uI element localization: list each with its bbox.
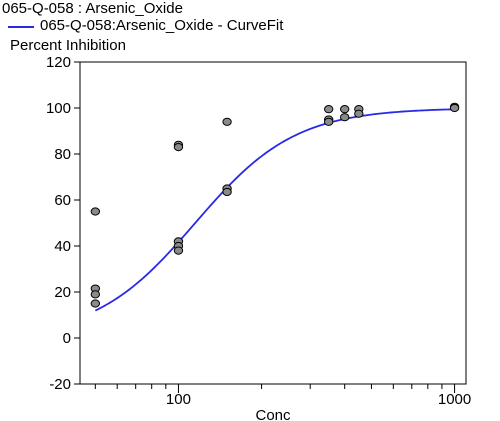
legend-entry-curvefit: 065-Q-058:Arsenic_Oxide - CurveFit <box>8 17 283 35</box>
x-tick-label: 100 <box>166 391 191 408</box>
data-point <box>173 143 184 152</box>
y-tick-label: 100 <box>46 100 71 117</box>
data-point <box>323 105 334 114</box>
legend-line-swatch <box>8 26 34 28</box>
data-point <box>90 290 101 299</box>
data-point <box>222 187 232 197</box>
y-tick-label: 60 <box>54 192 71 209</box>
x-axis-label: Conc <box>255 407 291 421</box>
plot-frame <box>79 61 467 385</box>
y-tick-label: 20 <box>54 284 71 301</box>
data-point <box>90 207 101 216</box>
data-point <box>354 109 364 118</box>
y-tick-label: 120 <box>46 54 71 71</box>
x-tick-label: 1000 <box>438 391 471 408</box>
y-axis: -20 0 20 40 60 80 100 120 <box>46 54 80 393</box>
data-point <box>449 103 460 113</box>
data-point <box>173 246 184 255</box>
data-point <box>222 117 232 126</box>
curve-fit-line <box>94 108 455 312</box>
data-point <box>90 299 101 308</box>
y-tick-label: 80 <box>54 146 71 163</box>
chart-title: 065-Q-058 : Arsenic_Oxide <box>2 0 183 17</box>
y-axis-label: Percent Inhibition <box>10 37 126 54</box>
y-tick-label: 0 <box>63 330 71 347</box>
y-tick-label: -20 <box>49 376 71 393</box>
x-axis: 100 1000 <box>94 384 471 408</box>
data-points <box>90 102 460 308</box>
data-point <box>339 113 350 122</box>
data-point <box>323 117 334 126</box>
legend-label: 065-Q-058:Arsenic_Oxide - CurveFit <box>40 17 284 34</box>
data-point <box>339 105 350 114</box>
y-tick-label: 40 <box>54 238 71 255</box>
